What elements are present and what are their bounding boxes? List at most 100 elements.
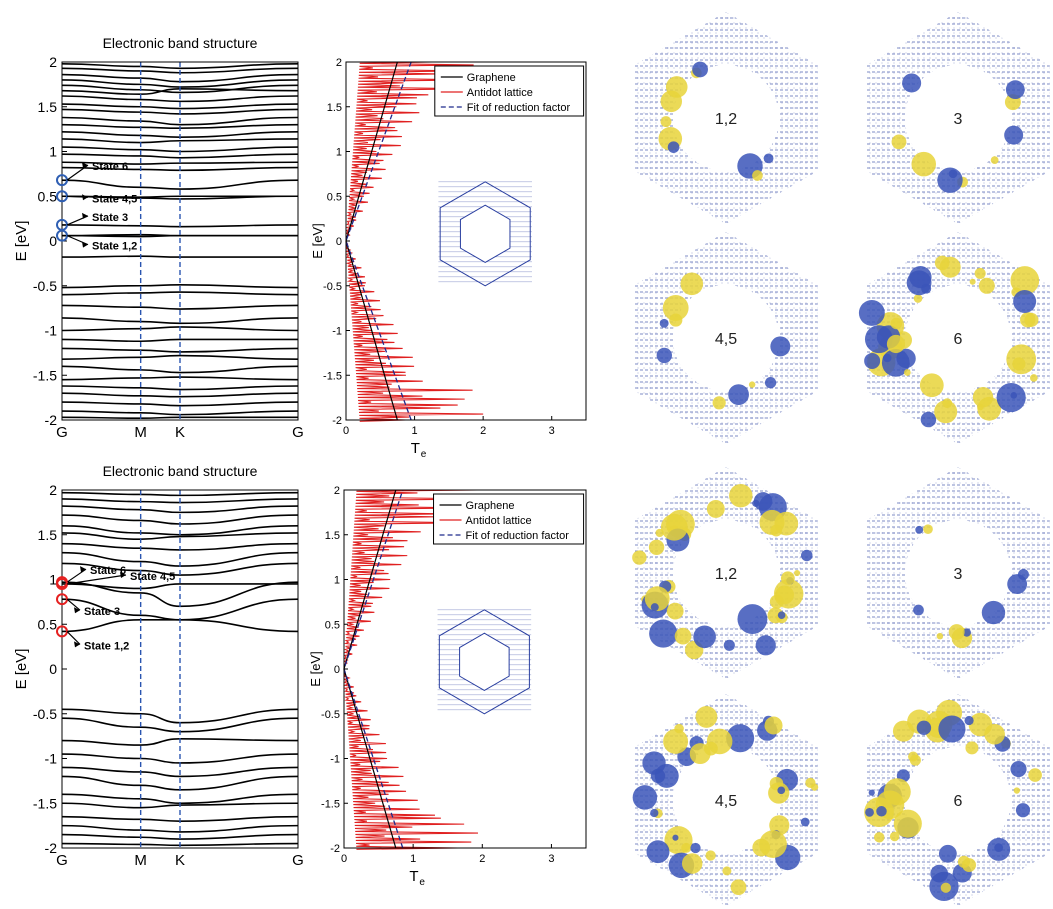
- orbital-label: 1,2: [715, 111, 737, 128]
- orbital-lobe: [777, 611, 786, 619]
- y-tick-label: 1.5: [38, 99, 58, 115]
- transmission-panel-1: 21.510.50-0.5-1-1.5-20 1 2 3E [eV]T eGraphen…: [308, 485, 587, 888]
- band-line: [61, 505, 299, 514]
- orbital-lobe: [649, 619, 678, 648]
- orbital-label: 4,5: [715, 331, 737, 348]
- band-line: [61, 416, 298, 420]
- orbital-lobe: [705, 850, 716, 861]
- band-line: [61, 95, 299, 103]
- orbital-lobe: [1028, 768, 1042, 782]
- orbital-lobe: [695, 706, 718, 728]
- orbital-lobe: [923, 524, 933, 535]
- lattice-boundary: [438, 609, 530, 715]
- orbital-lobe: [978, 277, 995, 294]
- orbital-bottom-1: 1,2: [632, 467, 818, 679]
- x-tick-label: 1: [410, 853, 416, 865]
- band-line: [61, 824, 299, 833]
- y-tick-label: -0.5: [321, 709, 340, 721]
- orbital-lobe: [962, 858, 977, 873]
- band-line: [61, 842, 299, 847]
- x-tick-label: G: [292, 424, 304, 441]
- x-tick-label: G: [56, 852, 68, 869]
- orbital-lobe: [674, 723, 684, 734]
- lattice-boundary: [439, 181, 531, 287]
- orbital-lobe: [752, 499, 760, 507]
- band-structure-panel-1: Electronic band structure 2 1.5 1 0.5 0 -0.5 -1…: [13, 463, 304, 869]
- x-tick-label: 0: [341, 853, 347, 865]
- state-arrowhead: [82, 241, 88, 248]
- band-line: [61, 392, 299, 398]
- orbital-lobe: [656, 347, 673, 364]
- orbital-lobe: [865, 807, 874, 817]
- orbital-lobe: [889, 831, 900, 842]
- band-line: [61, 815, 299, 822]
- panel-title: Electronic band structure: [103, 35, 258, 51]
- band-line: [61, 775, 299, 791]
- y-tick-label: -1: [45, 751, 58, 767]
- orbital-lobe: [660, 116, 672, 128]
- state-arrowhead: [80, 566, 86, 573]
- orbital-lobe: [962, 628, 971, 637]
- orbital-lobe: [886, 334, 906, 354]
- orbital-lobe: [990, 156, 999, 165]
- y-tick-label: 1: [49, 144, 57, 160]
- orbital-bottom-3: 4,5: [632, 694, 819, 906]
- band-line: [61, 581, 299, 608]
- band-line: [61, 365, 299, 374]
- orbital-lobe: [1029, 374, 1038, 382]
- x-axis-label-subscript: e: [421, 449, 427, 460]
- y-axis-label: E [eV]: [308, 651, 323, 686]
- state-label: State 4,5: [130, 571, 175, 583]
- orbital-lobe: [868, 789, 875, 796]
- band-line: [61, 84, 299, 94]
- orbital-lobe: [902, 73, 922, 93]
- orbital-lobe: [650, 603, 659, 612]
- orbital-lobe: [650, 768, 666, 784]
- orbital-lobe: [1004, 125, 1024, 145]
- y-tick-label: 1.5: [327, 102, 342, 114]
- y-tick-label: -1.5: [321, 798, 340, 810]
- orbital-lobe: [706, 499, 725, 518]
- orbital-lobe: [780, 571, 795, 586]
- orbital-lobe: [660, 513, 688, 541]
- band-line: [61, 255, 298, 258]
- state-label: State 1,2: [92, 241, 137, 253]
- orbital-lobe: [981, 600, 1006, 625]
- orbital-lobe: [764, 716, 783, 735]
- orbital-lobe: [915, 525, 924, 534]
- state-arrow: [66, 568, 87, 583]
- band-line: [61, 802, 299, 809]
- orbital-lobe: [646, 840, 670, 864]
- orbital-lobe: [948, 624, 965, 640]
- band-line: [61, 195, 298, 198]
- band-line: [61, 401, 299, 407]
- band-line: [61, 233, 298, 237]
- orbital-lobe: [672, 834, 679, 841]
- orbital-lobe: [940, 882, 951, 893]
- x-tick-label: 1: [412, 425, 418, 437]
- y-tick-label: 1: [49, 572, 57, 588]
- x-tick-label: M: [134, 852, 147, 869]
- band-line: [61, 753, 299, 764]
- y-tick-label: 1: [334, 575, 340, 587]
- orbital-lobe: [939, 256, 961, 278]
- band-line: [61, 498, 299, 504]
- orbital-label: 6: [954, 793, 963, 810]
- orbital-lobe: [858, 299, 885, 326]
- band-line: [61, 532, 299, 541]
- state-label: State 1,2: [84, 640, 129, 652]
- orbital-lobe: [693, 625, 716, 649]
- band-line: [61, 161, 299, 165]
- band-line: [61, 491, 299, 497]
- orbital-lobe: [930, 864, 949, 883]
- orbital-lobe: [769, 815, 790, 836]
- orbital-lobe: [1007, 574, 1028, 594]
- orbital-lobe: [632, 550, 647, 565]
- state-arrow: [66, 630, 81, 645]
- y-tick-label: -2: [332, 415, 342, 427]
- band-line: [61, 598, 299, 621]
- state-arrowhead: [82, 194, 88, 201]
- legend-entry: Fit of reduction factor: [467, 102, 571, 114]
- legend-entry: Fit of reduction factor: [466, 530, 570, 542]
- orbital-lobe: [921, 283, 932, 294]
